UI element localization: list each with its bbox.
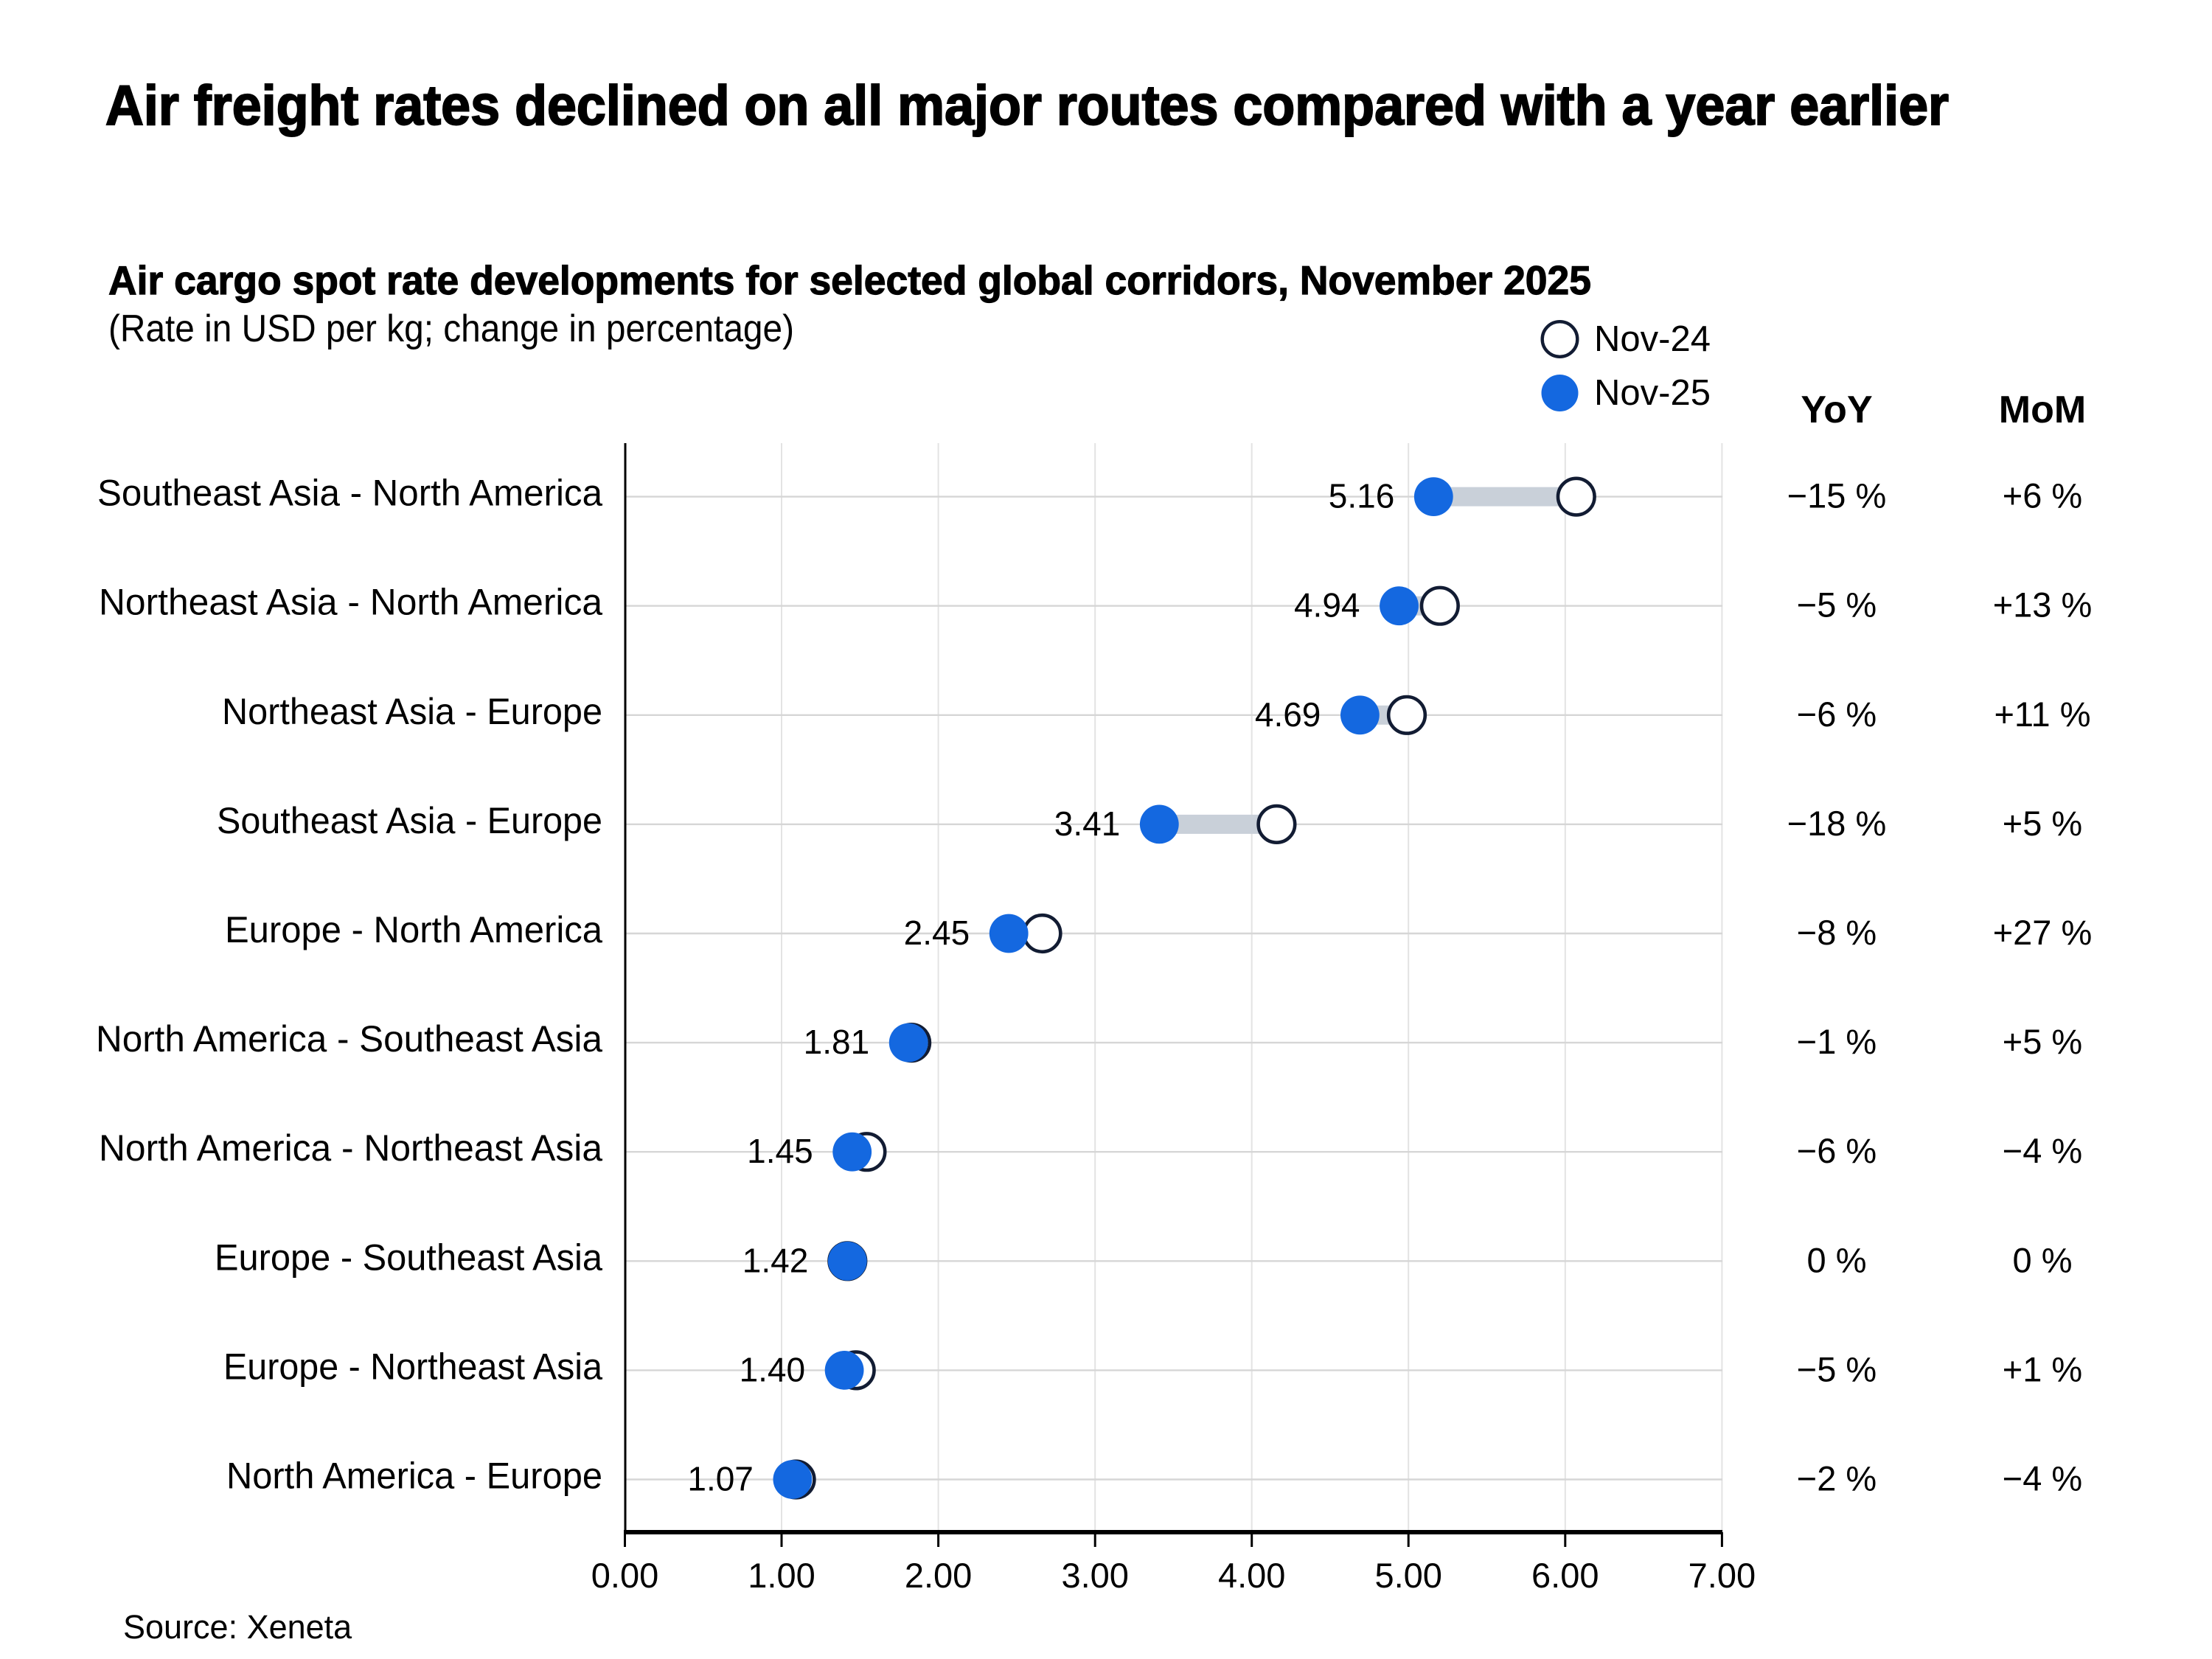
svg-text:North America - Northeast Asia: North America - Northeast Asia [99, 1127, 602, 1169]
svg-text:2.00: 2.00 [905, 1556, 972, 1595]
svg-text:YoY: YoY [1801, 389, 1872, 431]
svg-text:0 %: 0 % [2013, 1240, 2073, 1279]
svg-text:1.07: 1.07 [687, 1460, 754, 1498]
svg-text:Air freight rates declined on: Air freight rates declined on all major … [105, 74, 1949, 137]
svg-text:4.94: 4.94 [1294, 586, 1360, 625]
svg-text:North America - Europe: North America - Europe [226, 1455, 602, 1497]
svg-text:North America - Southeast Asia: North America - Southeast Asia [96, 1018, 602, 1060]
svg-text:Nov-24: Nov-24 [1594, 319, 1711, 359]
svg-text:+11 %: +11 % [1994, 695, 2090, 734]
svg-text:Southeast Asia - Europe: Southeast Asia - Europe [217, 800, 602, 841]
svg-text:0.00: 0.00 [591, 1556, 658, 1595]
svg-text:+13 %: +13 % [1993, 585, 2093, 625]
svg-text:Air cargo spot rate developmen: Air cargo spot rate developments for sel… [108, 257, 1591, 303]
svg-text:Source: Xeneta: Source: Xeneta [123, 1608, 352, 1646]
svg-text:+1 %: +1 % [2003, 1349, 2082, 1388]
svg-text:−6 %: −6 % [1797, 695, 1877, 734]
svg-text:Nov-25: Nov-25 [1594, 373, 1711, 413]
svg-text:Northeast Asia - Europe: Northeast Asia - Europe [222, 691, 602, 732]
svg-text:1.40: 1.40 [740, 1350, 806, 1388]
svg-text:1.45: 1.45 [747, 1132, 813, 1170]
svg-text:4.00: 4.00 [1218, 1556, 1285, 1595]
svg-text:+5 %: +5 % [2003, 804, 2082, 843]
svg-text:MoM: MoM [1999, 389, 2086, 431]
svg-text:Europe - Southeast Asia: Europe - Southeast Asia [215, 1237, 602, 1278]
svg-text:6.00: 6.00 [1531, 1556, 1599, 1595]
svg-text:Europe - Northeast Asia: Europe - Northeast Asia [223, 1346, 602, 1387]
svg-text:Europe - North America: Europe - North America [225, 909, 602, 950]
svg-text:4.69: 4.69 [1255, 695, 1321, 734]
svg-text:+5 %: +5 % [2003, 1022, 2082, 1061]
svg-text:−8 %: −8 % [1797, 913, 1877, 952]
svg-text:−4 %: −4 % [2003, 1459, 2082, 1498]
svg-text:−18 %: −18 % [1787, 804, 1887, 843]
svg-text:3.41: 3.41 [1054, 804, 1121, 843]
svg-text:−2 %: −2 % [1797, 1459, 1877, 1498]
svg-text:−15 %: −15 % [1787, 476, 1887, 515]
svg-text:1.00: 1.00 [748, 1556, 815, 1595]
svg-text:−1 %: −1 % [1797, 1022, 1877, 1061]
svg-text:1.42: 1.42 [742, 1241, 809, 1279]
svg-text:5.00: 5.00 [1374, 1556, 1441, 1595]
svg-text:−5 %: −5 % [1797, 585, 1877, 625]
svg-text:5.16: 5.16 [1329, 477, 1395, 515]
svg-text:+6 %: +6 % [2003, 476, 2082, 515]
svg-text:7.00: 7.00 [1688, 1556, 1756, 1595]
svg-text:−6 %: −6 % [1797, 1131, 1877, 1170]
svg-text:−5 %: −5 % [1797, 1349, 1877, 1388]
svg-text:1.81: 1.81 [804, 1023, 870, 1061]
svg-text:Northeast Asia - North America: Northeast Asia - North America [99, 582, 602, 623]
svg-text:+27 %: +27 % [1993, 913, 2093, 952]
svg-text:3.00: 3.00 [1061, 1556, 1128, 1595]
svg-text:(Rate in USD per kg; change in: (Rate in USD per kg; change in percentag… [108, 307, 794, 350]
svg-text:Southeast Asia - North America: Southeast Asia - North America [97, 473, 602, 514]
svg-text:−4 %: −4 % [2003, 1131, 2082, 1170]
svg-text:0 %: 0 % [1807, 1240, 1867, 1279]
svg-text:2.45: 2.45 [904, 914, 970, 952]
